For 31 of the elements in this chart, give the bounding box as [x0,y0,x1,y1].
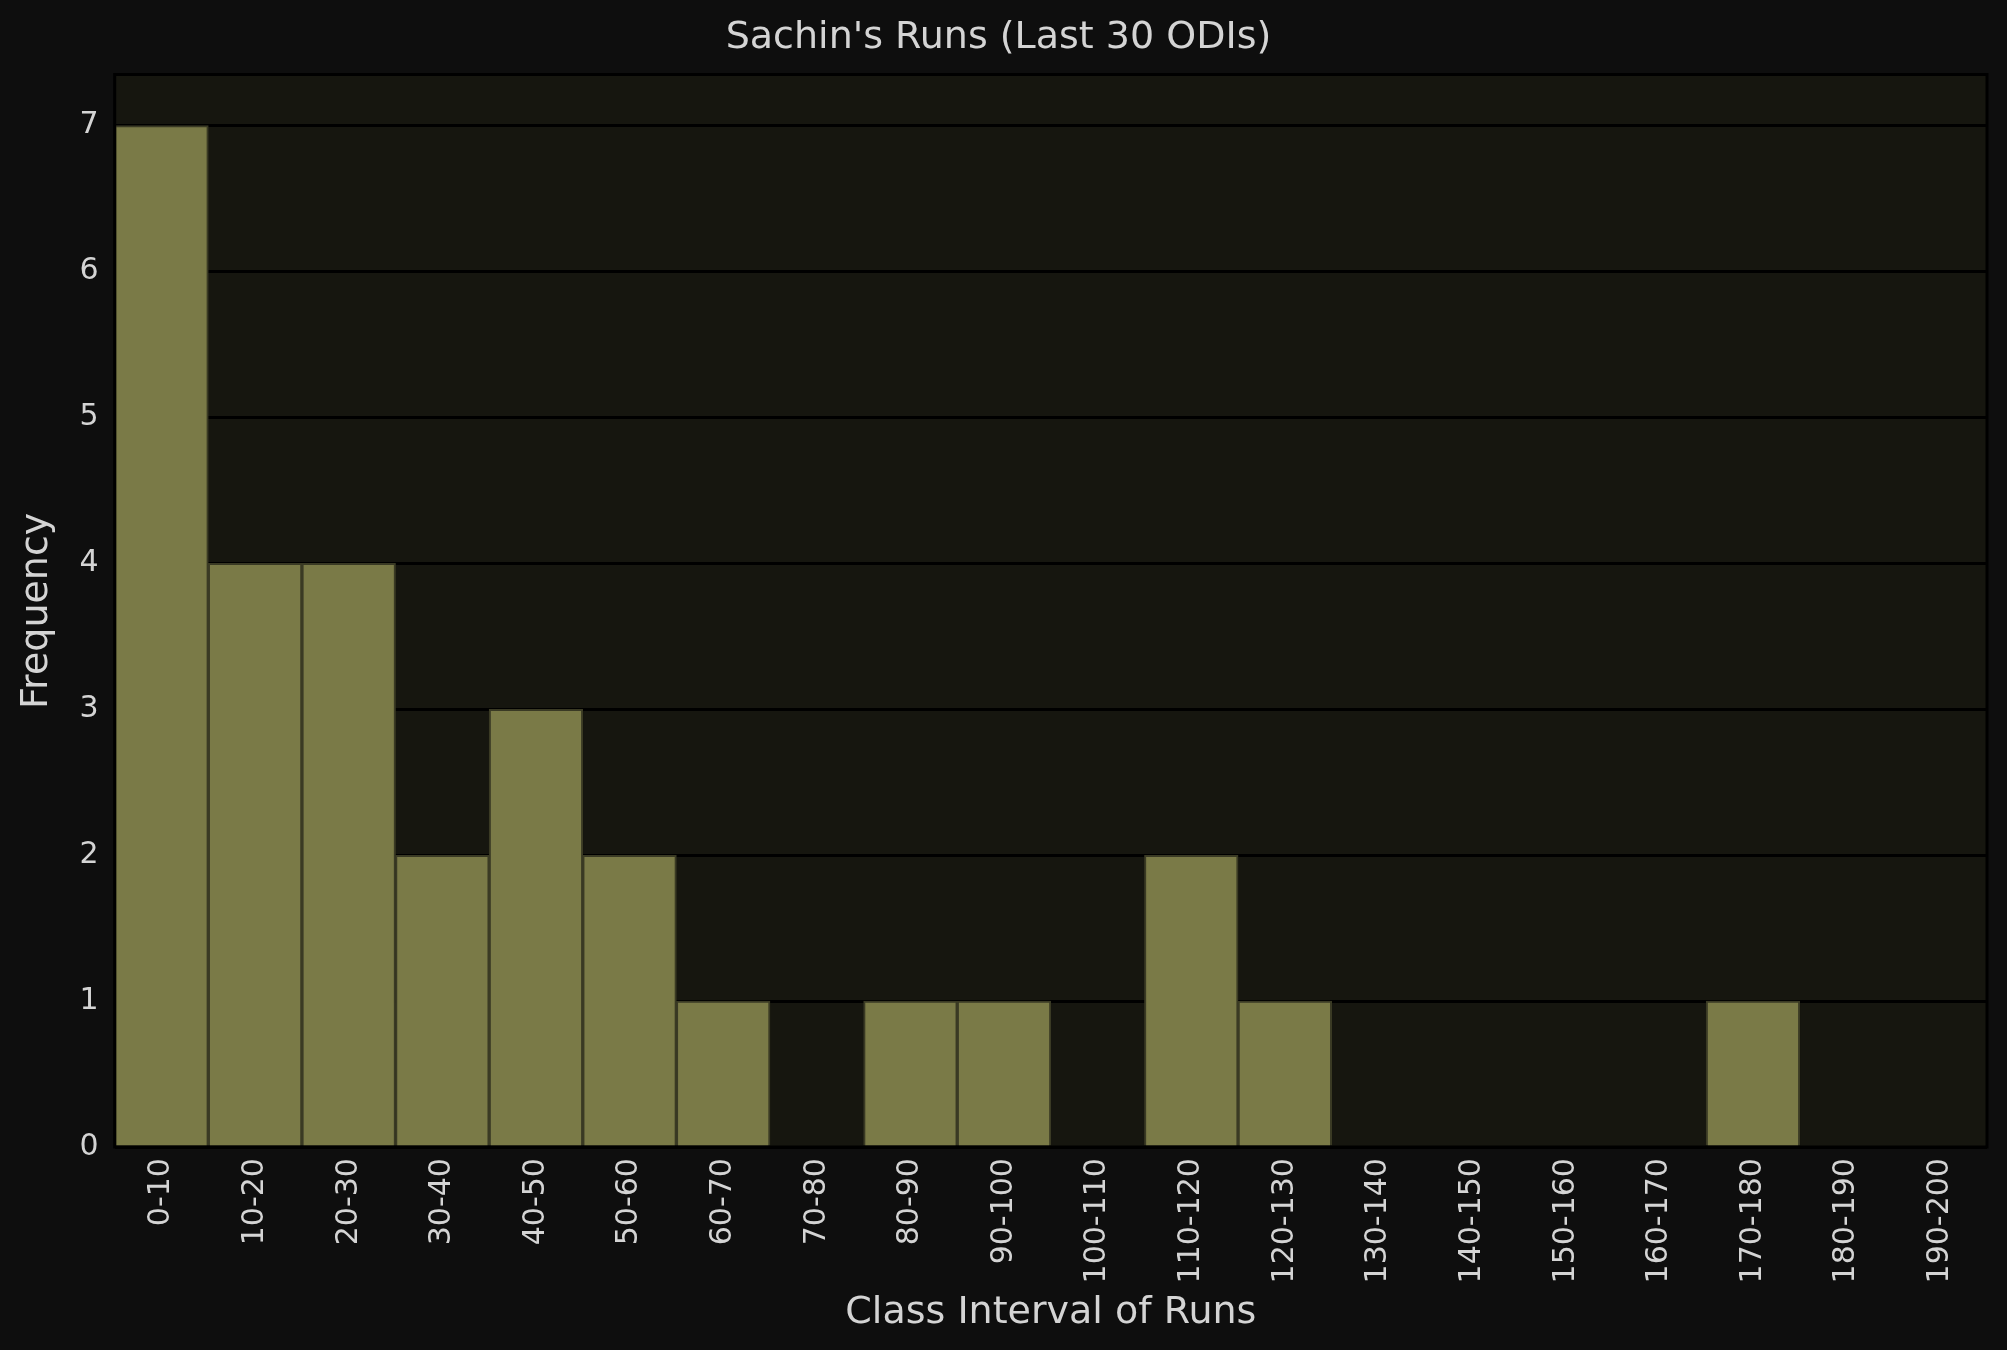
y-tick-label: 5 [79,397,99,433]
x-tick-label: 190-200 [1919,1158,1955,1284]
x-tick-label: 110-120 [1171,1158,1207,1284]
x-tick-label: 150-160 [1545,1158,1581,1284]
x-tick-label: 180-190 [1826,1158,1862,1284]
x-tick-label: 40-50 [515,1158,551,1246]
y-tick-label: 4 [79,543,99,579]
y-tick-label: 1 [79,980,99,1016]
y-axis-title: Frequency [11,512,56,709]
x-tick-label: 160-170 [1639,1158,1675,1284]
x-tick-label: 120-130 [1264,1158,1300,1284]
x-tick-label: 100-110 [1077,1158,1113,1284]
x-tick-label: 60-70 [702,1158,738,1246]
x-tick-label: 90-100 [983,1158,1019,1265]
x-tick-label: 50-60 [609,1158,645,1246]
y-tick-label: 7 [79,105,99,141]
y-tick-label: 0 [79,1126,99,1162]
chart-title: Sachin's Runs (Last 30 ODIs) [725,12,1272,57]
y-tick-label: 3 [79,689,99,725]
x-tick-label: 70-80 [796,1158,832,1246]
x-tick-label: 10-20 [234,1158,270,1246]
x-tick-label: 80-90 [890,1158,926,1246]
x-tick-label: 0-10 [141,1158,177,1227]
x-tick-label: 170-180 [1732,1158,1768,1284]
x-tick-label: 30-40 [422,1158,458,1246]
y-tick-label: 6 [79,251,99,287]
x-tick-label: 20-30 [328,1158,364,1246]
x-tick-label: 140-150 [1451,1158,1487,1284]
y-tick-label: 2 [79,835,99,871]
x-axis-title: Class Interval of Runs [845,1288,1257,1333]
x-tick-label: 130-140 [1358,1158,1394,1284]
